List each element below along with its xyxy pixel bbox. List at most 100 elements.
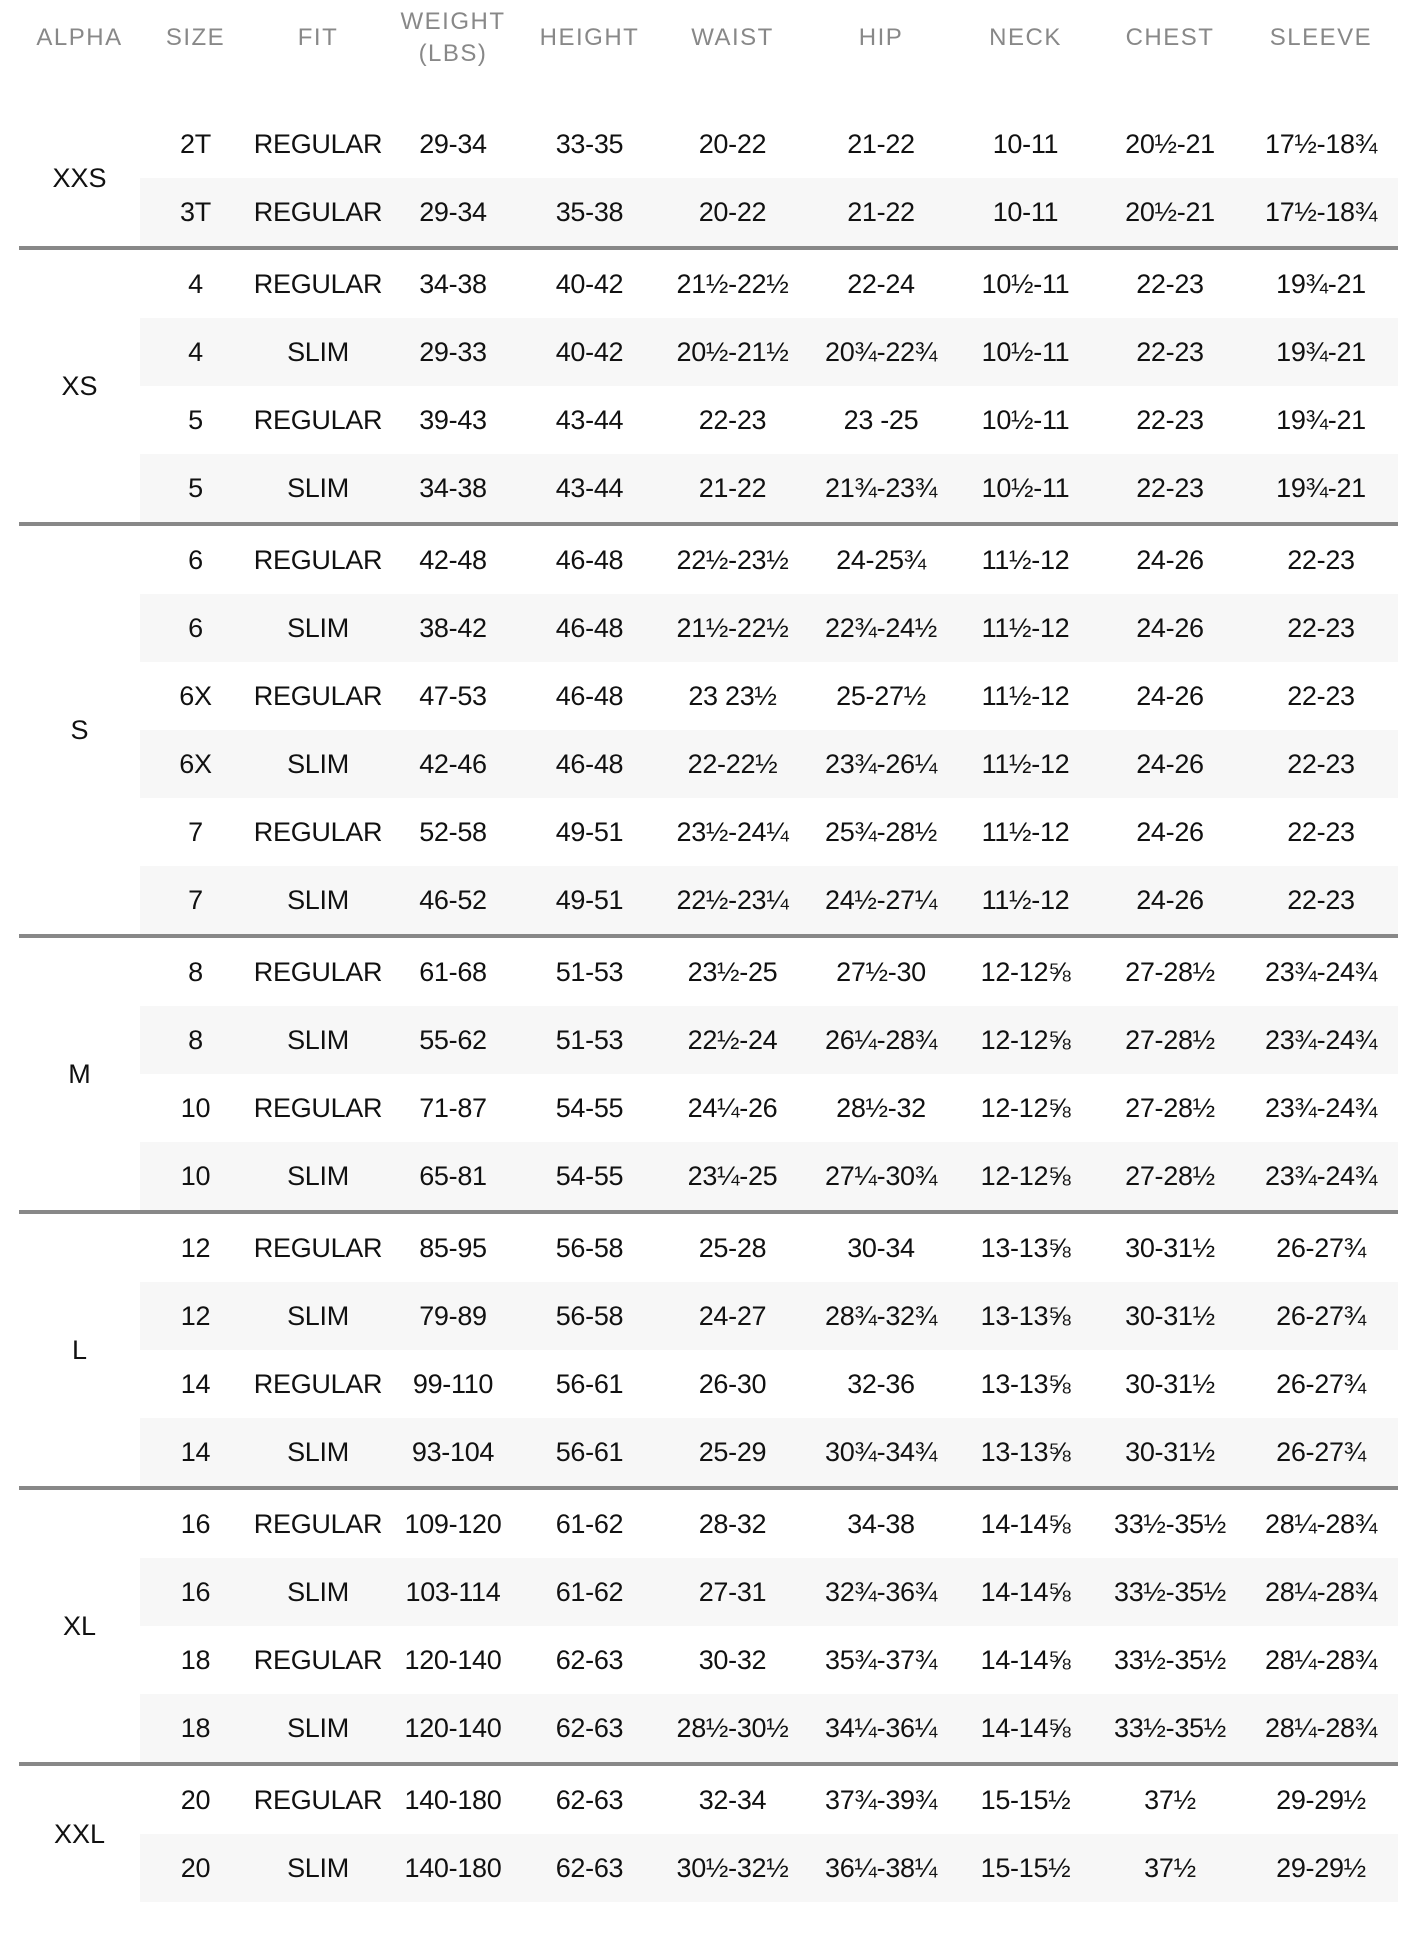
- table-row: 14 SLIM 93-104 56-61 25-29 30¾-34¾ 13-13⅝ 30-31…: [140, 1418, 1398, 1486]
- cell-chest: 37½: [1144, 1852, 1196, 1883]
- cell-weight: 34-38: [419, 268, 487, 299]
- cell-height: 56-58: [555, 1232, 624, 1263]
- cell-neck: 12-12⅝: [980, 1024, 1071, 1055]
- cell-fit: REGULAR: [253, 196, 383, 227]
- table-row: 7 REGULAR 52-58 49-51 23½-24¼ 25¾-28½ 11½-12 24…: [140, 798, 1398, 866]
- cell-height: 62-63: [555, 1712, 624, 1743]
- cell-weight: 46-52: [419, 884, 487, 915]
- cell-sleeve: 22-23: [1287, 544, 1355, 575]
- cell-height: 62-63: [555, 1852, 624, 1883]
- cell-chest: 24-26: [1136, 544, 1204, 575]
- cell-size: 6: [188, 612, 203, 643]
- cell-size: 10: [180, 1160, 211, 1191]
- cell-weight: 140-180: [404, 1852, 502, 1883]
- cell-weight: 71-87: [419, 1092, 487, 1123]
- cell-chest: 37½: [1144, 1784, 1196, 1815]
- table-row: 7 SLIM 46-52 49-51 22½-23¼ 24½-27¼ 11½-12 24-26…: [140, 866, 1398, 934]
- cell-hip: 24-25¾: [836, 544, 926, 575]
- cell-neck: 10½-11: [981, 404, 1070, 435]
- table-row: 12 REGULAR 85-95 56-58 25-28 30-34 13-13⅝ 30-31…: [140, 1214, 1398, 1282]
- cell-sleeve: 26-27¾: [1276, 1436, 1366, 1467]
- cell-height: 43-44: [555, 404, 624, 435]
- header-alpha: ALPHA: [36, 24, 123, 51]
- cell-neck: 14-14⅝: [980, 1712, 1071, 1743]
- group-rows: 8 REGULAR 61-68 51-53 23½-25 27½-30 12-12⅝ 27-2…: [140, 938, 1398, 1210]
- cell-hip: 25-27½: [836, 680, 926, 711]
- cell-sleeve: 17½-18¾: [1265, 128, 1377, 159]
- cell-waist: 30-32: [698, 1644, 767, 1675]
- cell-hip: 22¾-24½: [825, 612, 937, 643]
- cell-height: 56-61: [555, 1368, 624, 1399]
- cell-fit: SLIM: [287, 1576, 349, 1607]
- cell-waist: 21-22: [698, 472, 767, 503]
- cell-size: 18: [180, 1644, 211, 1675]
- cell-waist: 22½-24: [687, 1024, 778, 1055]
- cell-fit: REGULAR: [253, 404, 383, 435]
- cell-neck: 14-14⅝: [980, 1644, 1071, 1675]
- cell-sleeve: 26-27¾: [1276, 1368, 1366, 1399]
- cell-height: 56-58: [555, 1300, 624, 1331]
- cell-chest: 22-23: [1136, 336, 1204, 367]
- cell-size: 6X: [179, 680, 212, 711]
- cell-height: 40-42: [555, 268, 624, 299]
- cell-waist: 23¼-25: [687, 1160, 778, 1191]
- table-row: 2T REGULAR 29-34 33-35 20-22 21-22 10-11 20½-21…: [140, 110, 1398, 178]
- cell-hip: 25¾-28½: [825, 816, 937, 847]
- cell-weight: 55-62: [419, 1024, 487, 1055]
- cell-weight: 52-58: [419, 816, 487, 847]
- size-group-l: L 12 REGULAR 85-95 56-58 25-28 30-34 13-13⅝ 30-3…: [19, 1210, 1398, 1486]
- cell-neck: 13-13⅝: [980, 1232, 1071, 1263]
- cell-fit: SLIM: [287, 748, 349, 779]
- cell-fit: SLIM: [287, 1712, 349, 1743]
- cell-neck: 14-14⅝: [980, 1576, 1071, 1607]
- cell-size: 3T: [180, 196, 211, 227]
- cell-height: 46-48: [555, 612, 624, 643]
- cell-weight: 47-53: [419, 680, 487, 711]
- cell-size: 4: [188, 268, 203, 299]
- cell-size: 7: [188, 816, 203, 847]
- cell-weight: 79-89: [419, 1300, 487, 1331]
- cell-neck: 12-12⅝: [980, 1160, 1071, 1191]
- cell-chest: 22-23: [1136, 472, 1204, 503]
- cell-sleeve: 28¼-28¾: [1265, 1644, 1377, 1675]
- cell-neck: 10½-11: [981, 268, 1070, 299]
- cell-height: 49-51: [555, 884, 624, 915]
- cell-weight: 38-42: [419, 612, 487, 643]
- cell-size: 20: [180, 1784, 211, 1815]
- cell-size: 2T: [180, 128, 211, 159]
- table-row: 5 REGULAR 39-43 43-44 22-23 23 -25 10½-11 22-23…: [140, 386, 1398, 454]
- table-row: 8 SLIM 55-62 51-53 22½-24 26¼-28¾ 12-12⅝ 27-28½…: [140, 1006, 1398, 1074]
- alpha-label: XS: [61, 370, 98, 401]
- cell-hip: 21¾-23¾: [825, 472, 937, 503]
- cell-hip: 21-22: [847, 128, 915, 159]
- size-group-xxs: XXS 2T REGULAR 29-34 33-35 20-22 21-22 10-11 20½…: [19, 110, 1398, 246]
- cell-waist: 21½-22½: [676, 612, 789, 643]
- cell-sleeve: 23¾-24¾: [1265, 1092, 1377, 1123]
- cell-waist: 28½-30½: [676, 1712, 789, 1743]
- cell-fit: REGULAR: [253, 1368, 383, 1399]
- alpha-label: XXL: [53, 1818, 106, 1849]
- table-row: 10 SLIM 65-81 54-55 23¼-25 27¼-30¾ 12-12⅝ 27-28…: [140, 1142, 1398, 1210]
- cell-fit: REGULAR: [253, 1232, 383, 1263]
- cell-size: 14: [180, 1436, 211, 1467]
- cell-sleeve: 19¾-21: [1276, 268, 1366, 299]
- alpha-label: XXS: [52, 162, 107, 193]
- cell-height: 62-63: [555, 1644, 624, 1675]
- cell-fit: REGULAR: [253, 816, 383, 847]
- group-rows: 4 REGULAR 34-38 40-42 21½-22½ 22-24 10½-11 22-2…: [140, 250, 1398, 522]
- cell-sleeve: 19¾-21: [1276, 404, 1366, 435]
- cell-fit: REGULAR: [253, 128, 383, 159]
- cell-weight: 42-46: [419, 748, 487, 779]
- cell-fit: SLIM: [287, 884, 349, 915]
- cell-size: 8: [188, 956, 203, 987]
- cell-fit: SLIM: [287, 1160, 349, 1191]
- cell-sleeve: 17½-18¾: [1265, 196, 1377, 227]
- cell-hip: 35¾-37¾: [825, 1644, 937, 1675]
- cell-hip: 28¾-32¾: [825, 1300, 937, 1331]
- header-waist: WAIST: [691, 24, 774, 51]
- cell-neck: 13-13⅝: [980, 1368, 1071, 1399]
- cell-neck: 10½-11: [981, 336, 1070, 367]
- cell-neck: 11½-12: [981, 612, 1070, 643]
- table-row: 14 REGULAR 99-110 56-61 26-30 32-36 13-13⅝ 30-3…: [140, 1350, 1398, 1418]
- cell-waist: 21½-22½: [676, 268, 789, 299]
